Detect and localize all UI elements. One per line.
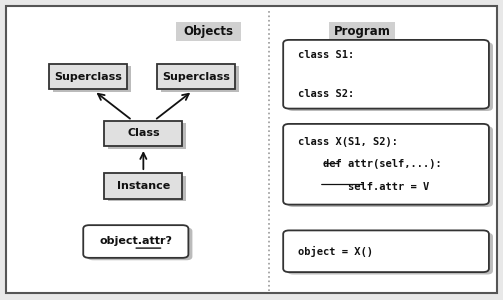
FancyBboxPatch shape [157,64,235,89]
FancyBboxPatch shape [287,233,493,274]
FancyBboxPatch shape [176,22,241,41]
FancyBboxPatch shape [83,225,188,258]
Text: class S1:: class S1: [298,50,355,60]
Text: Instance: Instance [117,181,170,191]
Text: object.attr?: object.attr? [99,236,173,247]
Text: def attr(self,...):: def attr(self,...): [298,159,442,169]
Text: object = X(): object = X() [298,246,373,257]
FancyBboxPatch shape [104,121,182,146]
FancyBboxPatch shape [108,123,186,148]
FancyBboxPatch shape [161,66,239,92]
FancyBboxPatch shape [287,126,493,207]
FancyBboxPatch shape [329,22,395,41]
Text: Program: Program [333,25,391,38]
FancyBboxPatch shape [88,227,192,260]
Text: class X(S1, S2):: class X(S1, S2): [298,137,398,147]
Text: Objects: Objects [184,25,234,38]
FancyBboxPatch shape [6,6,497,292]
Text: self.attr = V: self.attr = V [298,182,430,192]
Text: Superclass: Superclass [54,71,122,82]
FancyBboxPatch shape [104,173,182,199]
Text: Class: Class [127,128,159,139]
FancyBboxPatch shape [283,230,489,272]
Text: Superclass: Superclass [162,71,230,82]
FancyBboxPatch shape [53,66,131,92]
FancyBboxPatch shape [49,64,127,89]
Text: class S2:: class S2: [298,89,355,99]
FancyBboxPatch shape [283,124,489,205]
FancyBboxPatch shape [108,176,186,201]
FancyBboxPatch shape [287,42,493,111]
FancyBboxPatch shape [283,40,489,109]
